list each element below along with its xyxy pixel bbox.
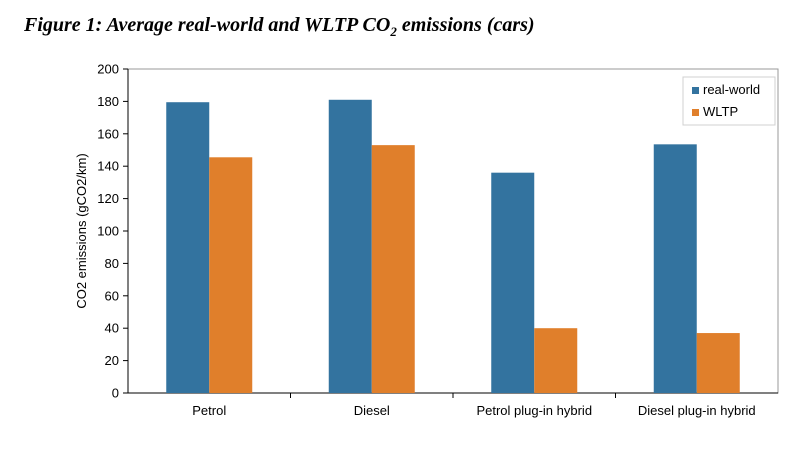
y-tick-label: 80: [105, 256, 119, 271]
figure-title: Figure 1: Average real-world and WLTP CO…: [24, 14, 535, 40]
x-category-label: Diesel plug-in hybrid: [638, 403, 756, 418]
x-category-label: Petrol plug-in hybrid: [476, 403, 592, 418]
legend-label: real-world: [703, 82, 760, 97]
bar-group: [328, 99, 415, 393]
y-tick-label: 200: [97, 62, 119, 77]
bar-real-world: [166, 102, 210, 394]
y-axis: 0 20 40 60 80 100 120 140 160 180 200: [97, 62, 129, 401]
y-tick-label: 100: [97, 224, 119, 239]
bars: [166, 99, 740, 394]
bar-wltp: [534, 328, 578, 393]
y-tick-label: 180: [97, 94, 119, 109]
y-tick-label: 60: [105, 288, 119, 303]
x-category-label: Diesel: [354, 403, 390, 418]
figure-title-main: Figure 1: Average real-world and WLTP CO: [24, 14, 391, 36]
y-tick-label: 160: [97, 126, 119, 141]
bar-real-world: [328, 99, 372, 393]
bar-wltp: [209, 157, 253, 393]
legend-box: [682, 76, 776, 126]
y-tick-label: 120: [97, 191, 119, 206]
y-tick-label: 0: [112, 386, 119, 401]
bar-group: [491, 172, 578, 393]
bar-real-world: [491, 172, 535, 393]
y-axis-title: CO2 emissions (gCO2/km): [74, 153, 89, 308]
y-tick-label: 20: [105, 353, 119, 368]
bar-group: [653, 144, 740, 393]
figure-title-subscript: 2: [390, 24, 397, 39]
bar-wltp: [696, 333, 740, 393]
bar-wltp: [371, 145, 415, 393]
x-category-label: Petrol: [192, 403, 226, 418]
bar-real-world: [653, 144, 697, 393]
bar-group: [166, 102, 253, 394]
x-axis: Petrol Diesel Petrol plug-in hybrid Diesel …: [128, 392, 778, 418]
legend-swatch: [692, 87, 699, 94]
legend: real-world WLTP: [682, 76, 776, 126]
y-tick-label: 140: [97, 159, 119, 174]
figure-title-tail: emissions (cars): [396, 14, 535, 36]
legend-label: WLTP: [703, 104, 738, 119]
y-tick-label: 40: [105, 321, 119, 336]
legend-swatch: [692, 109, 699, 116]
